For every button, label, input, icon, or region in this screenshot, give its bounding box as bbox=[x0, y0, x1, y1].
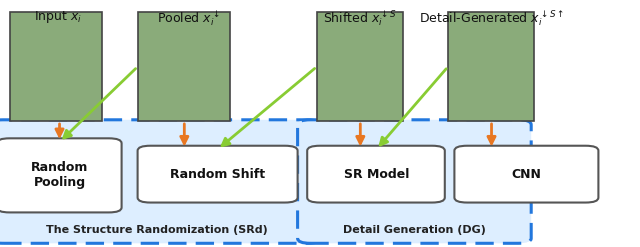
Text: Random Shift: Random Shift bbox=[170, 168, 265, 181]
Bar bbox=[448, 12, 534, 121]
FancyBboxPatch shape bbox=[307, 146, 445, 203]
Text: SR Model: SR Model bbox=[344, 168, 409, 181]
FancyBboxPatch shape bbox=[298, 120, 531, 243]
Text: Shifted $x_i^{\downarrow S}$: Shifted $x_i^{\downarrow S}$ bbox=[323, 9, 397, 28]
Text: Input $x_i$: Input $x_i$ bbox=[33, 9, 82, 25]
FancyBboxPatch shape bbox=[454, 146, 598, 203]
Bar bbox=[138, 12, 230, 121]
FancyBboxPatch shape bbox=[0, 138, 122, 212]
FancyBboxPatch shape bbox=[0, 120, 320, 243]
Text: Random
Pooling: Random Pooling bbox=[31, 161, 88, 189]
Text: The Structure Randomization (SRd): The Structure Randomization (SRd) bbox=[46, 225, 268, 235]
Text: Pooled $x_i^{\downarrow}$: Pooled $x_i^{\downarrow}$ bbox=[157, 9, 220, 28]
Text: Detail Generation (DG): Detail Generation (DG) bbox=[343, 225, 486, 235]
Text: CNN: CNN bbox=[512, 168, 541, 181]
FancyBboxPatch shape bbox=[138, 146, 298, 203]
Bar bbox=[10, 12, 102, 121]
Text: Detail-Generated $x_i^{\downarrow S\uparrow}$: Detail-Generated $x_i^{\downarrow S\upar… bbox=[419, 9, 564, 28]
Bar bbox=[317, 12, 403, 121]
